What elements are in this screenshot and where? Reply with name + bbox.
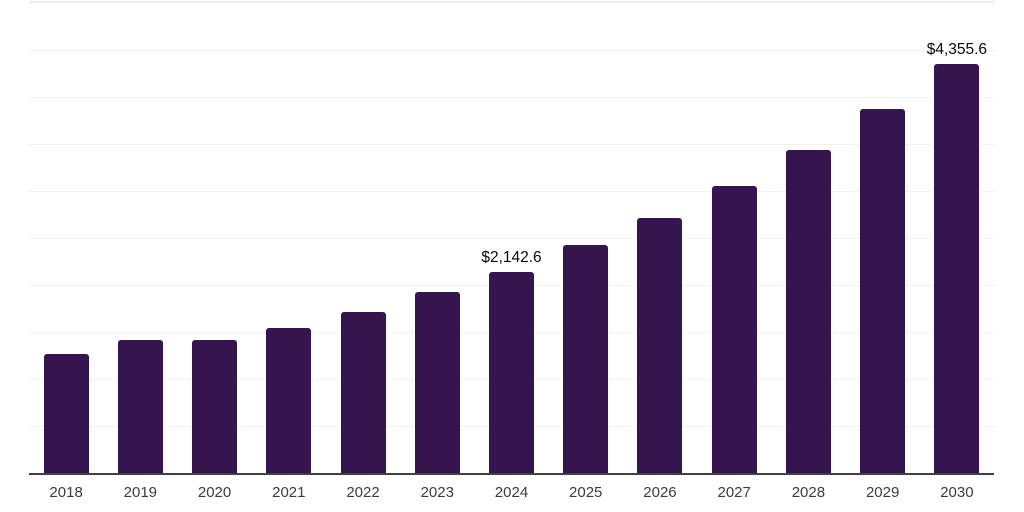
x-tick-2025: 2025 (569, 484, 603, 501)
plot-area: $2,142.6 $4,355.6 (29, 1, 994, 475)
gridline (29, 97, 994, 98)
x-tick-2030: 2030 (940, 484, 974, 501)
bar-2023 (414, 292, 460, 473)
bar-2029 (860, 109, 906, 473)
bar-value-label-2030: $4,355.6 (926, 41, 988, 58)
bar-value-label-2024: $2,142.6 (481, 249, 542, 266)
bar-2018 (43, 354, 89, 473)
bar-2027 (711, 186, 757, 473)
x-tick-2027: 2027 (717, 484, 751, 501)
bar-2026 (637, 218, 683, 473)
gridline (29, 144, 994, 145)
bar-2024 (489, 272, 534, 473)
bar-2019 (117, 340, 163, 473)
bar-2030 (934, 64, 980, 473)
bar-2025 (563, 245, 609, 473)
x-tick-2024: 2024 (494, 484, 529, 501)
x-tick-2029: 2029 (865, 484, 900, 501)
x-tick-2023: 2023 (420, 484, 454, 501)
gridline (29, 50, 994, 51)
bar-2021 (266, 328, 312, 473)
gridline (29, 191, 994, 192)
x-tick-2026: 2026 (643, 484, 677, 501)
bar-2020 (192, 340, 238, 473)
x-tick-2020: 2020 (197, 484, 232, 501)
x-tick-2018: 2018 (49, 484, 83, 501)
x-tick-2019: 2019 (123, 484, 158, 501)
x-tick-2028: 2028 (791, 484, 826, 501)
bar-2028 (785, 150, 831, 473)
gridline (29, 238, 994, 239)
x-tick-2021: 2021 (272, 484, 306, 501)
x-tick-2022: 2022 (346, 484, 380, 501)
bar-2022 (340, 312, 386, 473)
